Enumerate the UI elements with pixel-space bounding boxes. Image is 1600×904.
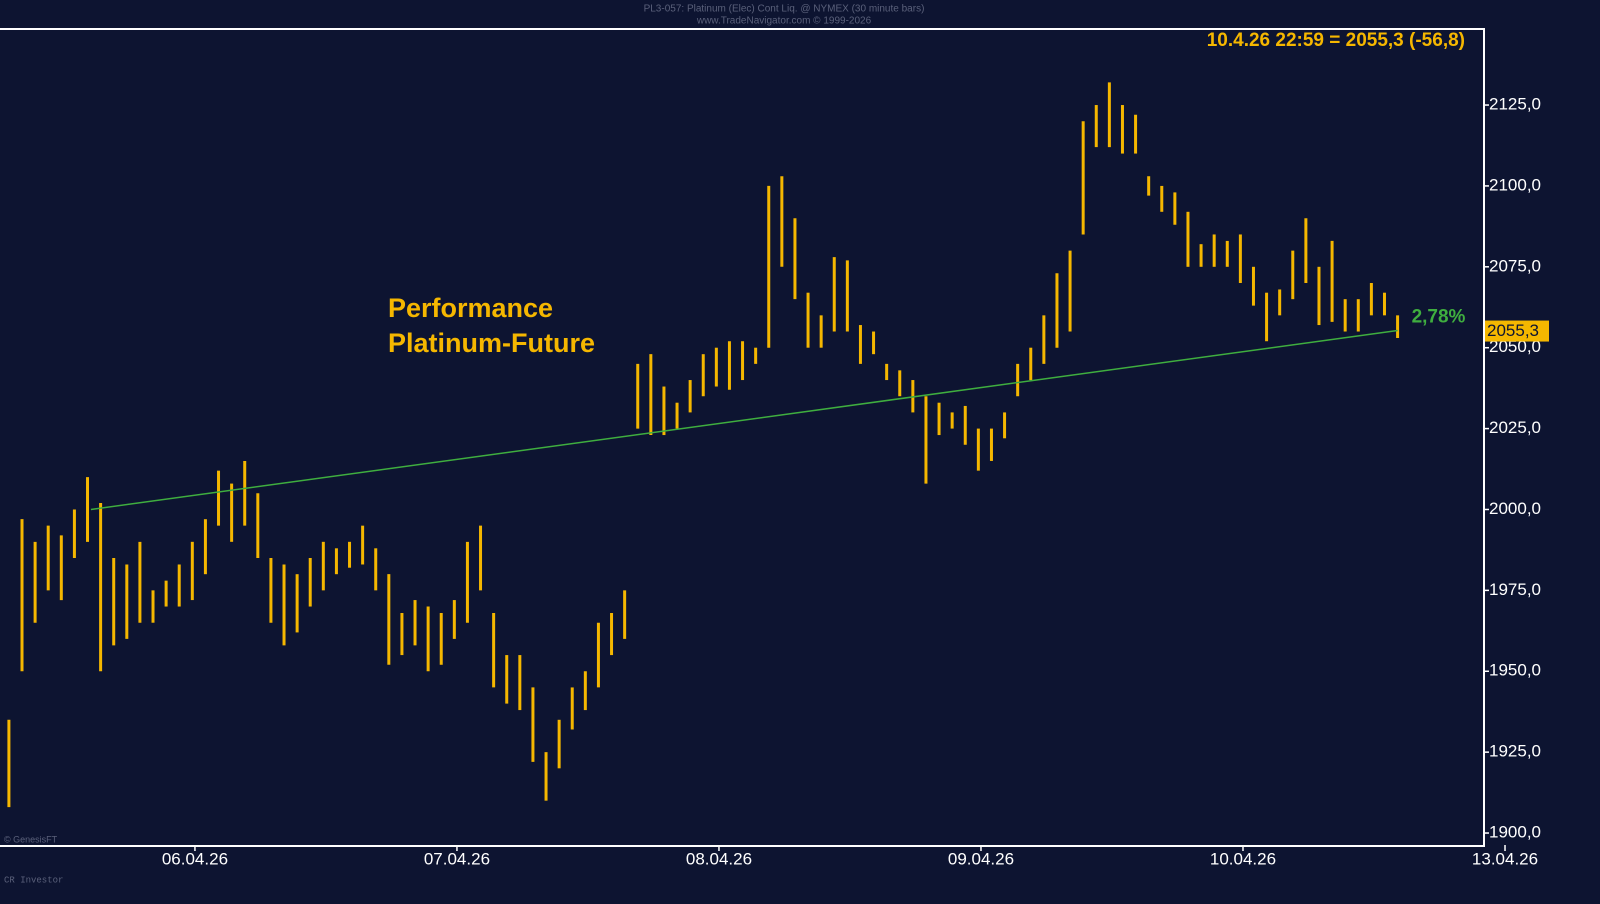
y-tick-label: 1975,0 (1489, 580, 1541, 599)
x-tick-label: 07.04.26 (424, 849, 490, 868)
last-info: 10.4.26 22:59 = 2055,3 (-56,8) (1207, 30, 1465, 51)
y-tick-label: 2050,0 (1489, 337, 1541, 356)
y-tick-label: 1950,0 (1489, 661, 1541, 680)
annotation: Performance (388, 293, 553, 323)
y-tick-label: 1900,0 (1489, 823, 1541, 842)
footer: CR Investor (4, 875, 63, 885)
chart-header: www.TradeNavigator.com © 1999-2026 (696, 16, 872, 27)
y-tick-label: 2100,0 (1489, 175, 1541, 194)
y-tick-label: 2000,0 (1489, 499, 1541, 518)
x-tick-label: 09.04.26 (948, 849, 1014, 868)
trendline (90, 329, 1398, 511)
x-tick-label: 06.04.26 (162, 849, 228, 868)
trendline-label: 2,78% (1412, 307, 1466, 328)
x-tick-label: 10.04.26 (1210, 849, 1276, 868)
chart-header: PL3-057: Platinum (Elec) Cont Liq. @ NYM… (644, 4, 925, 15)
y-tick-label: 2025,0 (1489, 418, 1541, 437)
y-tick-label: 1925,0 (1489, 742, 1541, 761)
last-price-box (1485, 320, 1549, 342)
x-tick-label: 13.04.26 (1472, 849, 1538, 868)
annotation: Platinum-Future (388, 328, 595, 358)
y-tick-label: 2125,0 (1489, 95, 1541, 114)
y-tick-label: 2075,0 (1489, 256, 1541, 275)
last-price-label: 2055,3 (1487, 321, 1539, 340)
x-tick-label: 08.04.26 (686, 849, 752, 868)
footer: © GenesisFT (4, 834, 58, 844)
